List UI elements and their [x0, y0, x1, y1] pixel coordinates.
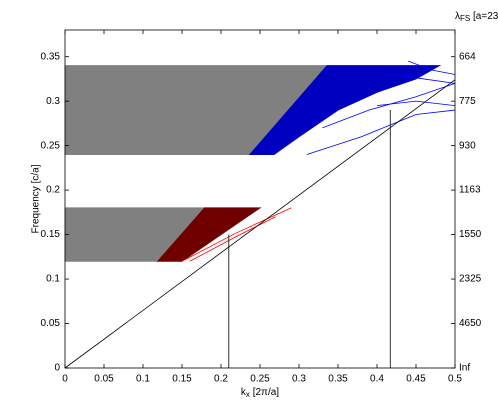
x-tick-label: 0.25: [250, 374, 270, 385]
x-tick-label: 0.5: [448, 374, 462, 385]
y-tick-label: 0.15: [41, 229, 61, 240]
band-line: [322, 82, 456, 129]
y2-axis-label: λFS [a=232.5]: [455, 11, 498, 23]
y-tick-label: 0.1: [46, 274, 60, 285]
x-axis-label: kx [2π/a]: [241, 387, 279, 399]
band-line: [306, 109, 456, 155]
x-tick-label: 0.2: [214, 374, 228, 385]
band-line: [189, 216, 276, 262]
y2-tick-label: 1550: [459, 229, 482, 240]
y2-tick-label: 1163: [459, 185, 481, 196]
x-tick-label: 0: [62, 374, 68, 385]
y2-tick-label: 2325: [459, 274, 482, 285]
x-tick-label: 0.15: [172, 374, 192, 385]
y2-tick-label: Inf: [459, 363, 470, 374]
y2-tick-label: 775: [459, 96, 476, 107]
band-line: [408, 60, 456, 75]
band-region: [248, 65, 442, 156]
y-tick-label: 0.25: [41, 140, 61, 151]
x-tick-label: 0.4: [370, 374, 384, 385]
x-tick-label: 0.05: [94, 374, 114, 385]
y2-tick-label: 4650: [459, 318, 482, 329]
y-tick-label: 0.2: [46, 185, 60, 196]
band-region: [156, 207, 262, 262]
y2-tick-label: 664: [459, 51, 476, 62]
y-tick-label: 0.3: [46, 96, 60, 107]
y-tick-label: 0.05: [41, 318, 61, 329]
x-tick-label: 0.1: [136, 374, 150, 385]
x-tick-label: 0.35: [328, 374, 348, 385]
x-tick-label: 0.45: [406, 374, 426, 385]
band-line: [376, 100, 456, 107]
x-tick-label: 0.3: [292, 374, 306, 385]
y-tick-label: 0.35: [41, 51, 61, 62]
y2-tick-label: 930: [459, 140, 476, 151]
band-line: [181, 207, 292, 262]
y-axis-label: Frequency [c/a]: [31, 164, 42, 233]
y-tick-label: 0: [54, 363, 60, 374]
band-line: [392, 74, 456, 84]
